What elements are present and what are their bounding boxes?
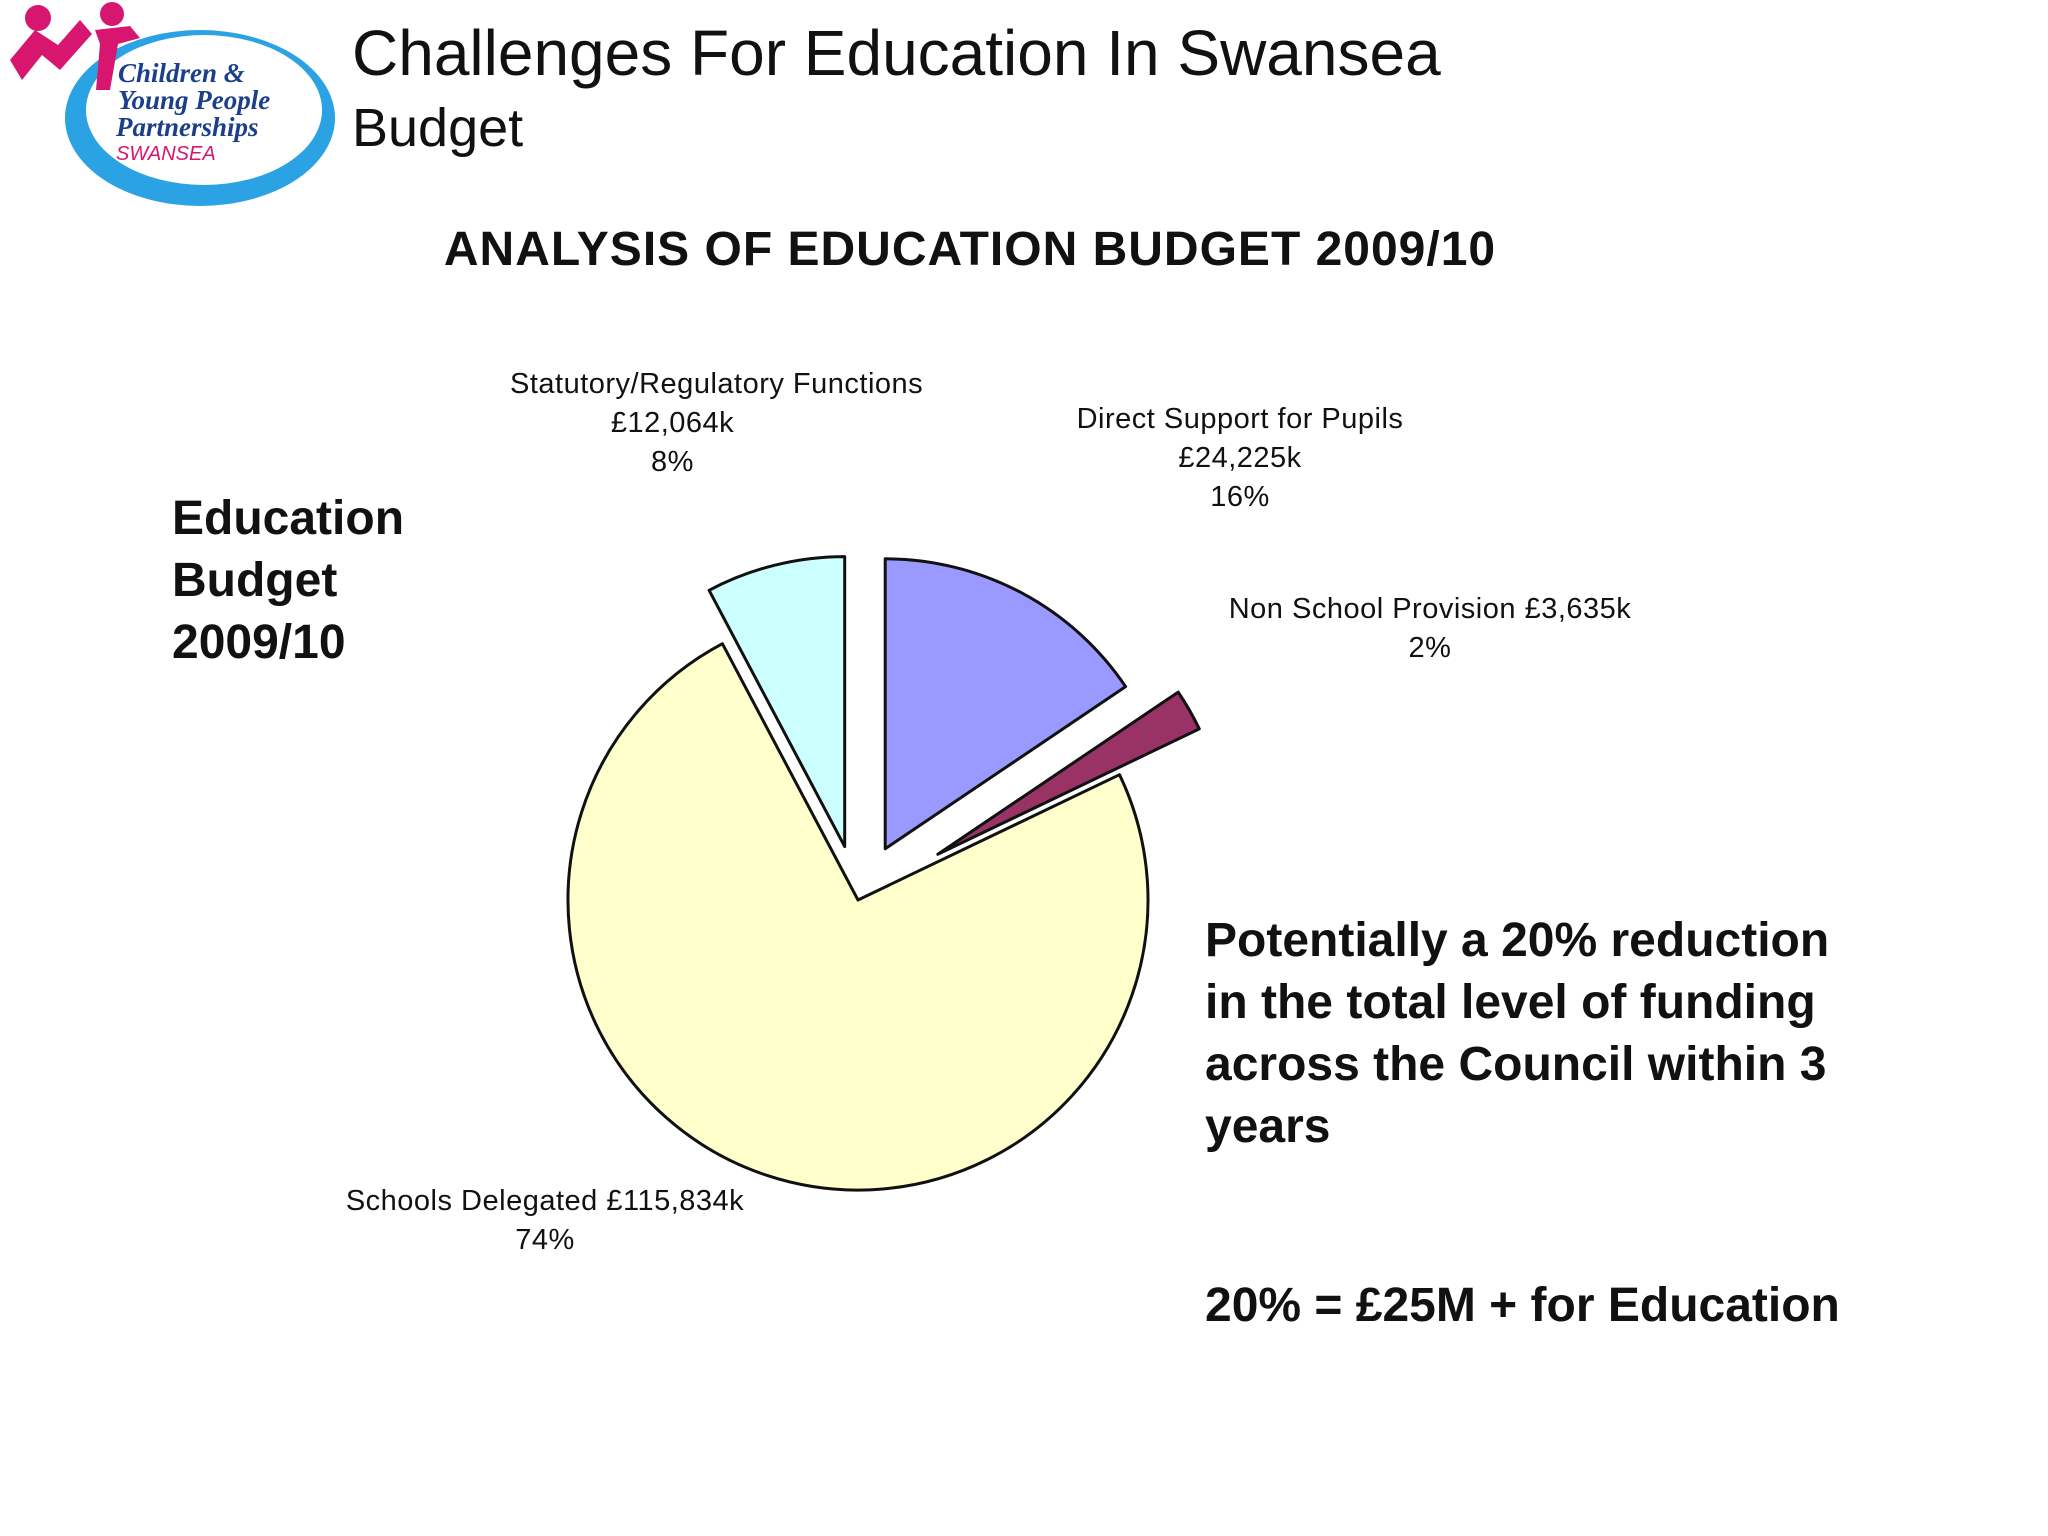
slice-name: Non School Provision [1228,593,1516,625]
note-line: in the total level of funding [1205,976,1816,1029]
slice-label-schools-delegated: Schools Delegated £115,834k 74% [325,1182,765,1260]
slide-subtitle: Budget [352,98,524,158]
side-label-line: 2009/10 [172,616,346,669]
slice-amount: £12,064k [610,407,735,439]
slice-name: Statutory/Regulatory Functions [510,368,924,400]
slice-percent: 16% [1210,481,1270,513]
logo-line-2: Young People [118,85,270,115]
slice-name: Direct Support for Pupils [1076,403,1404,435]
cyp-partnership-logo: Children & Young People Partnerships SWA… [10,2,335,206]
slice-percent: 2% [1408,632,1452,664]
funding-equation: 20% = £25M + for Education [1205,1279,1840,1332]
pie-slice-schools-delegated [566,642,1150,1192]
logo-line-4: SWANSEA [116,143,216,165]
slice-label-statutory: Statutory/Regulatory Functions £12,064k … [510,365,924,482]
slice-percent: 8% [651,446,694,478]
slice-amount: £115,834k [606,1185,745,1217]
pie-slice-direct-support [883,557,1128,851]
note-line: Potentially a 20% reduction [1205,914,1830,967]
slice-name: Schools Delegated [345,1185,598,1217]
pie-slice-non-school [936,690,1201,856]
funding-reduction-note: Potentially a 20% reduction in the total… [1205,910,1829,1158]
chart-title: ANALYSIS OF EDUCATION BUDGET 2009/10 [443,223,1497,276]
slice-label-non-school: Non School Provision £3,635k 2% [1210,590,1650,668]
education-budget-label: Education Budget 2009/10 [172,488,404,674]
slice-amount: £24,225k [1178,442,1302,474]
slice-label-direct-support: Direct Support for Pupils £24,225k 16% [1060,400,1420,517]
logo-line-3: Partnerships [115,112,259,142]
slide-title: Challenges For Education In Swansea [352,17,1441,89]
logo-line-1: Children & [118,58,245,88]
slice-amount: £3,635k [1524,593,1632,625]
side-label-line: Education [172,492,405,545]
slice-percent: 74% [515,1224,575,1256]
note-line: years [1205,1100,1331,1153]
pie-slice-statutory [707,555,847,849]
side-label-line: Budget [172,554,338,607]
note-line: across the Council within 3 [1205,1038,1827,1091]
